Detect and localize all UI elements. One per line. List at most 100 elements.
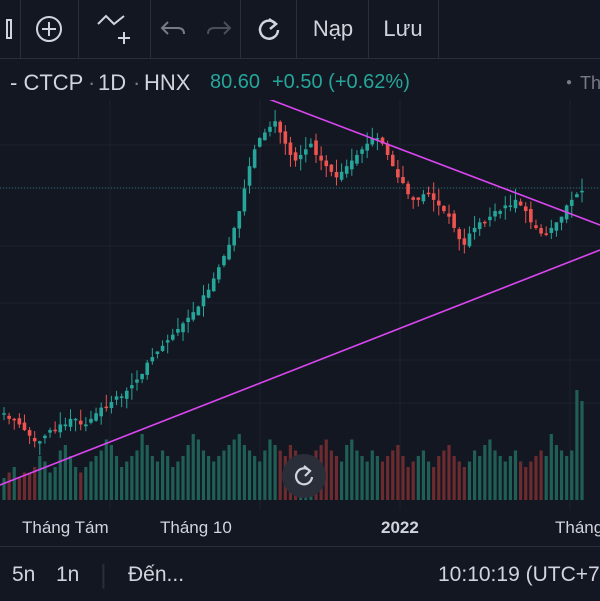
volume-bar <box>580 401 584 500</box>
volume-bar <box>421 450 426 500</box>
trendline-lower <box>0 249 600 486</box>
candle-body <box>339 171 344 180</box>
range-1y-button[interactable]: 1n <box>56 563 80 586</box>
candle-body <box>217 267 221 280</box>
top-toolbar: Nạp Lưu <box>0 0 600 59</box>
volume-bar <box>222 450 226 500</box>
indicator-icon[interactable] <box>80 0 148 58</box>
volume-bar <box>68 456 73 500</box>
volume-bar <box>570 450 574 500</box>
candle-body <box>22 422 27 431</box>
candle-body <box>196 306 201 316</box>
candle-body <box>268 126 272 132</box>
volume-bar <box>513 450 518 500</box>
volume-bar <box>273 445 277 500</box>
volume-bar <box>120 467 124 500</box>
volume-bar <box>227 445 231 500</box>
candle-body <box>462 238 467 245</box>
xaxis-label-aug: Tháng Tám <box>22 518 109 537</box>
candle-body <box>324 160 329 167</box>
candle-body <box>390 154 395 167</box>
load-button[interactable]: Nạp <box>298 0 368 58</box>
candle-body <box>53 429 57 432</box>
candle-body <box>329 164 334 172</box>
clock-display[interactable]: 10:10:19 (UTC+7 <box>438 563 600 586</box>
candle-body <box>63 424 68 427</box>
candle-body <box>344 166 349 174</box>
volume-bar <box>447 445 451 500</box>
candle-body <box>242 188 247 212</box>
candle-body <box>237 211 242 229</box>
candle-body <box>498 211 502 214</box>
candle-body <box>309 143 313 148</box>
range-5y-button[interactable]: 5n <box>12 563 36 586</box>
reset-icon[interactable] <box>242 0 296 58</box>
candle-body <box>94 413 98 421</box>
time-axis: Tháng Tám Tháng 10 2022 Tháng <box>0 512 600 542</box>
volume-bar <box>467 461 472 500</box>
candle-body <box>380 137 385 144</box>
symbol-legend: - CTCP · 1D · HNX 80.60 +0.50 (+0.62%) ●… <box>0 68 600 98</box>
volume-bar <box>534 456 538 500</box>
goto-date-button[interactable]: Đến... <box>128 563 185 586</box>
symbol-name[interactable]: - CTCP <box>10 70 84 95</box>
candle-body <box>2 413 6 415</box>
candle-body <box>406 183 410 195</box>
volume-bar <box>130 456 134 500</box>
chart-icon[interactable] <box>0 0 20 58</box>
volume-bar <box>437 456 441 500</box>
candle-body <box>431 193 436 200</box>
volume-bar <box>559 450 564 500</box>
volume-bar <box>416 456 420 500</box>
candle-body <box>350 160 354 170</box>
candle-body <box>436 200 441 206</box>
interval[interactable]: 1D <box>98 70 127 95</box>
volume-bar <box>63 445 67 500</box>
candle-body <box>140 373 144 380</box>
add-icon[interactable] <box>22 0 76 58</box>
volume-bar <box>171 467 175 500</box>
undo-icon[interactable] <box>152 0 196 58</box>
candle-body <box>186 317 190 323</box>
candle-body <box>360 149 364 154</box>
volume-bar <box>539 450 543 500</box>
candle-body <box>109 402 114 409</box>
candle-body <box>263 132 267 141</box>
candle-body <box>559 216 564 223</box>
candle-body <box>211 278 216 292</box>
xaxis-label-2022: 2022 <box>381 518 419 537</box>
candle-body <box>252 149 257 168</box>
candle-body <box>314 140 318 155</box>
volume-bar <box>498 456 502 500</box>
candle-body <box>534 225 538 228</box>
reset-chart-button[interactable] <box>282 454 326 498</box>
candle-body <box>222 256 226 266</box>
candle-body <box>99 407 103 417</box>
volume-bar <box>135 450 139 500</box>
volume-bar <box>396 445 400 500</box>
candle-body <box>569 199 574 206</box>
candle-body <box>12 418 17 421</box>
save-button[interactable]: Lưu <box>370 0 436 58</box>
candle-body <box>273 121 277 127</box>
volume-bar <box>493 450 497 500</box>
volume-bar <box>472 450 477 500</box>
volume-bar <box>17 478 21 500</box>
candle-body <box>43 435 47 439</box>
candle-body <box>303 149 308 155</box>
candle-body <box>529 208 533 223</box>
volume-bar <box>488 439 492 500</box>
volume-bar <box>89 461 93 500</box>
volume-bar <box>2 478 6 500</box>
candle-body <box>518 201 523 206</box>
volume-bar <box>48 472 52 500</box>
volume-bar <box>575 390 579 500</box>
candle-body <box>227 244 231 260</box>
volume-bar <box>84 467 88 500</box>
price-chart[interactable] <box>0 100 600 510</box>
candle-body <box>477 222 482 230</box>
volume-bar <box>549 434 553 500</box>
volume-bar <box>263 450 267 500</box>
volume-bar <box>38 456 42 500</box>
redo-icon[interactable] <box>196 0 240 58</box>
